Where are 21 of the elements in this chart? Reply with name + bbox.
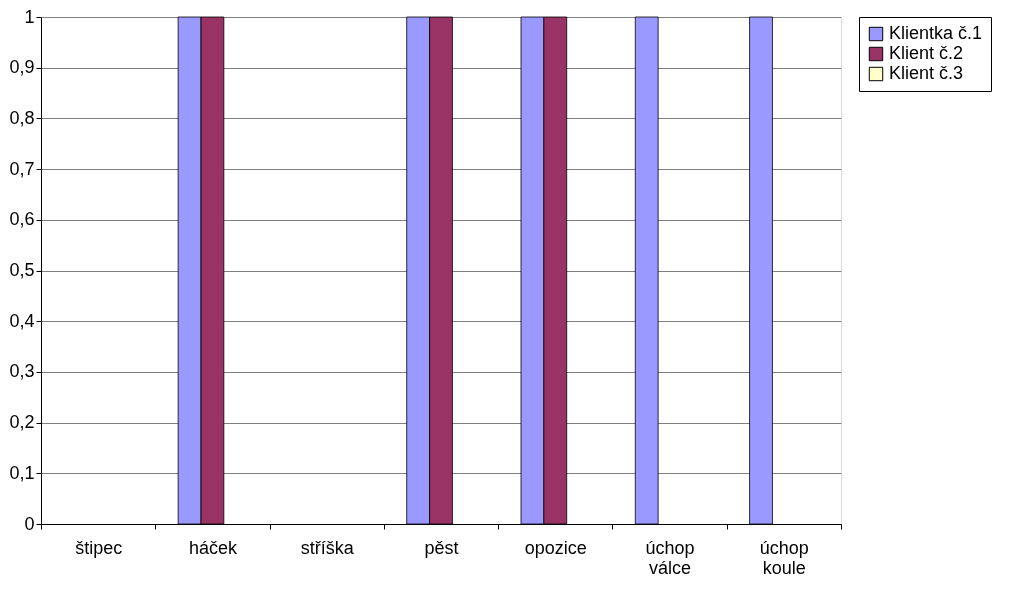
y-tick-label: 0,7 — [9, 158, 35, 179]
y-tick-label: 1 — [24, 6, 35, 27]
x-tick-label: opozice — [524, 537, 587, 558]
legend-label: Klientka č.1 — [889, 23, 983, 43]
y-tick-label: 0,4 — [9, 310, 35, 331]
x-tick-label: háček — [188, 537, 238, 558]
x-tick-label: štipec — [75, 537, 123, 558]
y-tick-label: 0,6 — [9, 209, 35, 230]
x-tick-label: stříška — [300, 537, 355, 558]
y-tick-label: 0,2 — [9, 412, 35, 433]
x-tick-label: pěst — [424, 537, 459, 558]
y-tick-label: 0 — [24, 513, 35, 534]
y-tick-label: 0,3 — [9, 361, 35, 382]
x-tick-label: úchop koule — [759, 537, 809, 578]
y-tick-label: 0,8 — [9, 107, 35, 128]
y-tick-label: 0,1 — [9, 462, 35, 483]
y-tick-label: 0,9 — [9, 57, 35, 78]
x-tick-label: úchop válce — [645, 537, 695, 578]
y-tick-label: 0,5 — [9, 260, 35, 280]
legend-label: Klient č.3 — [889, 63, 964, 83]
legend-label: Klient č.2 — [889, 43, 964, 63]
